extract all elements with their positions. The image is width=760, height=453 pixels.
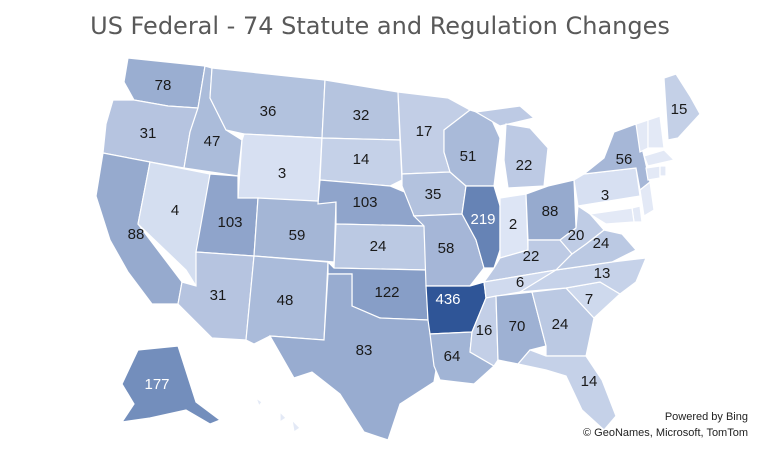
state-value-wy: 3 — [278, 165, 286, 182]
state-value-sc: 7 — [585, 291, 593, 308]
state-value-wi: 51 — [460, 148, 477, 165]
state-value-co: 59 — [289, 227, 306, 244]
state-value-al: 70 — [509, 318, 526, 335]
state-value-sd: 14 — [353, 151, 370, 168]
state-value-ar: 436 — [435, 291, 460, 308]
state-value-ga: 24 — [552, 316, 569, 333]
state-value-la: 64 — [444, 348, 461, 365]
state-value-mn: 17 — [416, 123, 433, 140]
state-shapes — [95, 57, 701, 441]
state-nh[interactable] — [647, 115, 665, 149]
state-value-in: 2 — [509, 216, 517, 233]
state-value-nv: 4 — [171, 202, 179, 219]
state-md[interactable] — [588, 207, 635, 225]
state-ct[interactable] — [645, 165, 661, 181]
state-value-fl: 14 — [581, 373, 598, 390]
state-mi[interactable] — [474, 105, 549, 189]
state-value-ky: 22 — [523, 248, 540, 265]
state-value-va: 24 — [593, 235, 610, 252]
state-hi[interactable] — [254, 396, 301, 434]
state-me[interactable] — [663, 73, 701, 141]
state-value-ms: 16 — [476, 322, 493, 339]
state-value-nc: 13 — [594, 265, 611, 282]
state-value-mo: 58 — [438, 240, 455, 257]
state-nv[interactable] — [137, 161, 211, 288]
state-value-wv: 20 — [568, 227, 585, 244]
state-value-id: 47 — [204, 133, 221, 150]
map-title: US Federal - 74 Statute and Regulation C… — [90, 12, 670, 40]
state-value-mi: 22 — [516, 157, 533, 174]
state-value-tx: 83 — [356, 342, 373, 359]
state-value-mt: 36 — [260, 103, 277, 120]
state-value-pa: 3 — [601, 187, 609, 204]
state-ak[interactable] — [120, 345, 222, 425]
state-value-ut: 103 — [217, 214, 242, 231]
state-value-ca: 88 — [128, 226, 145, 243]
state-value-oh: 88 — [542, 203, 559, 220]
state-value-me: 15 — [671, 101, 688, 118]
state-value-nd: 32 — [353, 107, 370, 124]
state-value-ak: 177 — [144, 376, 169, 393]
state-value-ny: 56 — [616, 151, 633, 168]
state-nc[interactable] — [519, 257, 647, 295]
state-value-ne: 103 — [352, 194, 377, 211]
state-value-il: 219 — [470, 211, 495, 228]
state-value-ks: 24 — [370, 238, 387, 255]
state-labels: 7831884473631033159483214103241228317355… — [128, 77, 688, 393]
state-value-ia: 35 — [425, 186, 442, 203]
state-value-tn: 6 — [516, 274, 524, 291]
state-value-ok: 122 — [374, 284, 399, 301]
state-nj[interactable] — [639, 180, 655, 217]
map-attribution: © GeoNames, Microsoft, TomTom — [583, 427, 748, 439]
state-wv[interactable] — [559, 204, 605, 255]
state-fl[interactable] — [516, 349, 617, 431]
state-value-az: 31 — [210, 287, 227, 304]
state-ri[interactable] — [659, 165, 667, 177]
state-ma[interactable] — [643, 149, 676, 167]
powered-by-bing: Powered by Bing — [664, 411, 748, 423]
state-sd[interactable] — [319, 137, 403, 187]
state-value-nm: 48 — [277, 292, 294, 309]
state-value-wa: 78 — [155, 77, 172, 94]
state-value-or: 31 — [140, 125, 157, 142]
